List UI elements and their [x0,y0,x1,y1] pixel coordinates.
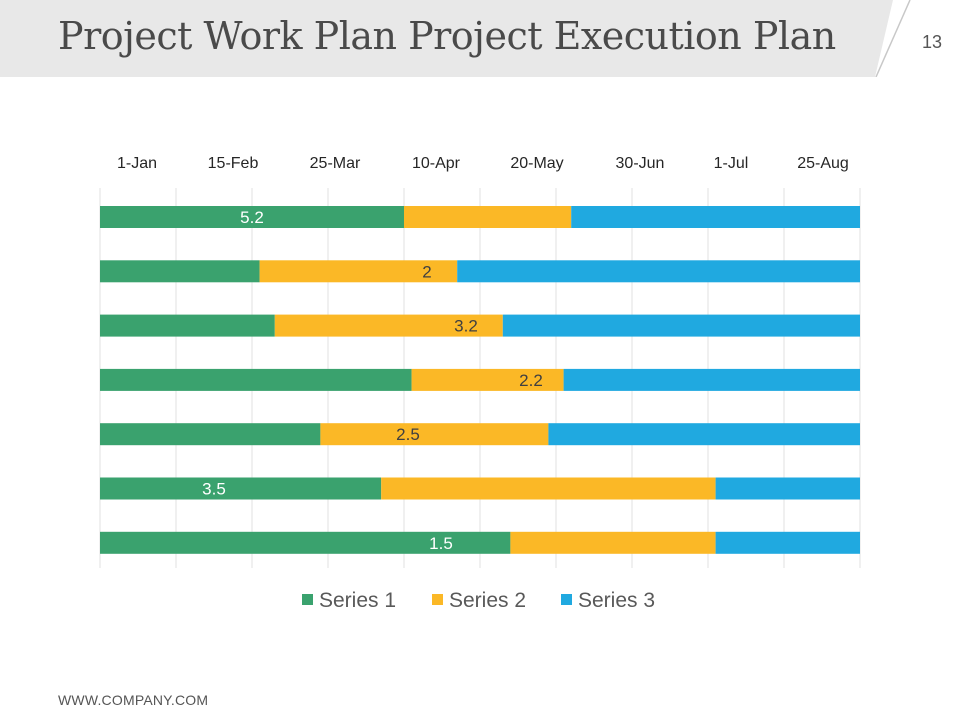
legend-swatch-series-3 [561,594,572,605]
stacked-bar-chart: 1-Jan 15-Feb 25-Mar 10-Apr 20-May 30-Jun 1-Jul… [99,155,861,612]
x-tick-label: 20-May [510,155,563,172]
bar-series-3 [715,477,860,500]
bar-series-3 [502,314,860,337]
x-tick-label: 1-Jan [117,155,157,172]
bar-series-1 [100,206,404,228]
bar-series-1 [100,531,511,554]
bar-data-label: 5.2 [240,208,264,227]
bar-series-3 [715,531,860,554]
legend-label-series-3: Series 3 [578,589,655,612]
x-tick-label: 30-Jun [616,155,665,172]
x-tick-label: 1-Jul [714,155,749,172]
bar-series-3 [571,206,860,228]
header-bar: Project Work Plan Project Execution Plan… [0,0,960,77]
legend-label-series-2: Series 2 [449,589,526,612]
header-slash-decoration [875,0,960,77]
x-tick-label: 25-Aug [797,155,849,172]
x-tick-label: 10-Apr [412,155,461,172]
legend-swatch-series-2 [432,594,443,605]
footer-url: WWW.COMPANY.COM [58,692,209,708]
bar-series-2 [381,477,716,500]
page-title: Project Work Plan Project Execution Plan [58,14,836,58]
x-tick-label: 25-Mar [310,155,361,172]
bar-series-2 [320,423,549,446]
bar-series-2 [274,314,503,337]
bar-series-3 [548,423,860,446]
bar-series-2 [259,260,458,283]
bar-series-1 [100,260,260,283]
bar-series-3 [457,260,860,283]
x-tick-label: 15-Feb [208,155,259,172]
bar-data-label: 2.5 [396,425,420,444]
bar-data-label: 3.2 [454,317,478,336]
bar-series-1 [100,368,412,391]
page-number: 13 [922,32,943,52]
bar-series-2 [404,206,572,228]
bar-data-label: 2.2 [519,371,543,390]
bar-series-1 [100,423,321,446]
bar-series-2 [510,531,716,554]
bar-data-label: 3.5 [202,480,226,499]
bar-series-1 [100,477,382,500]
bar-data-label: 2 [422,262,431,281]
bar-series-3 [563,368,860,391]
legend-label-series-1: Series 1 [319,589,396,612]
bar-series-1 [100,314,275,337]
legend-swatch-series-1 [302,594,313,605]
bar-data-label: 1.5 [429,534,453,553]
bar-series-2 [411,368,564,391]
